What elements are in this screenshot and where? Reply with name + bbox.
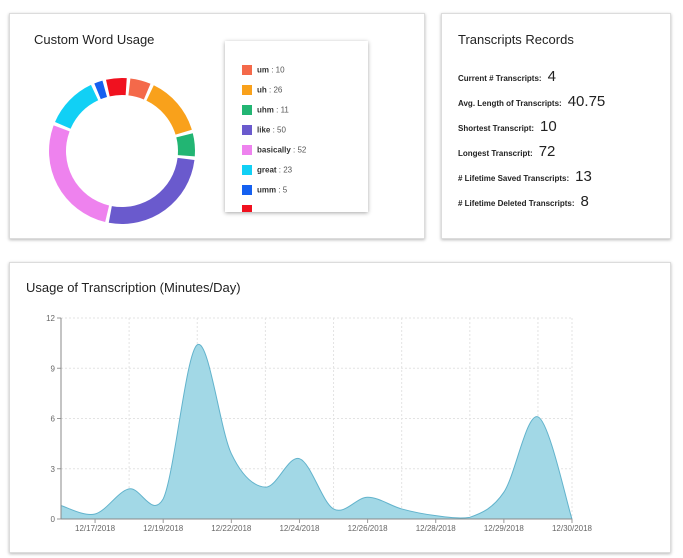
record-lifetime-saved: # Lifetime Saved Transcripts: 13 xyxy=(458,168,592,186)
legend-value: 11 xyxy=(280,105,289,115)
transcripts-records-title: Transcripts Records xyxy=(458,32,574,47)
legend-value: 10 xyxy=(275,65,285,75)
data-point[interactable] xyxy=(502,491,505,494)
x-tick-label: 12/22/2018 xyxy=(211,524,252,533)
legend-label: great xyxy=(257,165,277,175)
data-point[interactable] xyxy=(264,486,267,489)
data-point[interactable] xyxy=(162,497,165,500)
donut-legend[interactable]: um : 10 uh : 26 uhm : 11 like : 50 basically… xyxy=(225,41,368,212)
legend-value: 52 xyxy=(297,145,307,155)
data-point[interactable] xyxy=(128,487,131,490)
legend-swatch xyxy=(242,145,252,155)
x-tick-label: 12/28/2018 xyxy=(416,524,457,533)
data-point[interactable] xyxy=(332,507,335,510)
data-point[interactable] xyxy=(230,452,233,455)
legend-swatch xyxy=(242,185,252,195)
donut-slice-like[interactable] xyxy=(108,157,195,224)
donut-slice-uhm[interactable] xyxy=(176,133,196,157)
y-tick-label: 6 xyxy=(51,415,56,424)
legend-item-basically[interactable]: basically : 52 xyxy=(242,145,306,159)
y-tick-label: 3 xyxy=(51,465,56,474)
legend-label: like xyxy=(257,125,271,135)
record-lifetime-deleted: # Lifetime Deleted Transcripts: 8 xyxy=(458,193,589,211)
record-value: 8 xyxy=(580,193,589,210)
record-shortest: Shortest Transcript: 10 xyxy=(458,118,557,136)
x-tick-label: 12/29/2018 xyxy=(484,524,525,533)
record-label: # Lifetime Deleted Transcripts: xyxy=(458,199,575,208)
y-tick-label: 0 xyxy=(51,515,56,524)
legend-label: uh xyxy=(257,85,267,95)
record-value: 10 xyxy=(540,118,557,135)
usage-transcription-title: Usage of Transcription (Minutes/Day) xyxy=(26,280,241,295)
data-point[interactable] xyxy=(298,457,301,460)
legend-item-uhm[interactable]: uhm : 11 xyxy=(242,105,289,119)
data-point[interactable] xyxy=(536,415,539,418)
x-tick-label: 12/30/2018 xyxy=(552,524,593,533)
donut-slice-uh[interactable] xyxy=(146,85,192,135)
legend-swatch xyxy=(242,105,252,115)
donut-slice-umm[interactable] xyxy=(94,80,108,100)
record-value: 13 xyxy=(575,168,592,185)
data-point[interactable] xyxy=(400,507,403,510)
record-longest: Longest Transcript: 72 xyxy=(458,143,555,161)
y-tick-label: 12 xyxy=(46,314,55,323)
legend-value: 23 xyxy=(283,165,293,175)
donut-slice-unlabeled[interactable] xyxy=(105,78,127,97)
y-tick-label: 9 xyxy=(51,364,56,373)
data-point[interactable] xyxy=(94,512,97,515)
record-label: # Lifetime Saved Transcripts: xyxy=(458,174,570,183)
x-tick-label: 12/24/2018 xyxy=(279,524,320,533)
usage-transcription-card: Usage of Transcription (Minutes/Day) 0 3 6… xyxy=(9,262,671,553)
legend-label: umm xyxy=(257,185,277,195)
legend-item-uh[interactable]: uh : 26 xyxy=(242,85,282,99)
data-point[interactable] xyxy=(434,514,437,517)
legend-swatch xyxy=(242,85,252,95)
legend-item-unlabeled[interactable] xyxy=(242,205,257,212)
donut-slice-great[interactable] xyxy=(55,84,99,129)
legend-item-great[interactable]: great : 23 xyxy=(242,165,292,179)
record-label: Shortest Transcript: xyxy=(458,124,535,133)
record-value: 72 xyxy=(538,143,556,160)
area-line xyxy=(60,344,573,520)
legend-item-like[interactable]: like : 50 xyxy=(242,125,286,139)
transcripts-records-card: Transcripts Records Current # Transcript… xyxy=(441,13,671,239)
record-value: 40.75 xyxy=(567,93,606,110)
x-tick-label: 12/17/2018 xyxy=(75,524,116,533)
legend-label: basically xyxy=(257,145,291,155)
donut-chart xyxy=(48,78,196,224)
record-current-transcripts: Current # Transcripts: 4 xyxy=(458,68,556,86)
usage-area-chart: 0 3 6 9 12 12/17/2018 12/19/2018 12/22/2018 12/2… xyxy=(46,314,593,533)
legend-swatch xyxy=(242,205,252,212)
legend-item-umm[interactable]: umm : 5 xyxy=(242,185,287,199)
data-point[interactable] xyxy=(196,343,199,346)
legend-label: um xyxy=(257,65,269,75)
data-point[interactable] xyxy=(366,496,369,499)
legend-value: 5 xyxy=(282,185,288,195)
record-avg-length: Avg. Length of Transcripts: 40.75 xyxy=(458,93,605,111)
record-label: Avg. Length of Transcripts: xyxy=(458,99,562,108)
donut-slice-basically[interactable] xyxy=(48,125,110,223)
custom-word-usage-card: Custom Word Usage um : 10 uh : 26 uhm : 11… xyxy=(9,13,425,239)
legend-item-um[interactable]: um : 10 xyxy=(242,65,285,79)
legend-swatch xyxy=(242,125,252,135)
record-value: 4 xyxy=(547,68,556,85)
record-label: Current # Transcripts: xyxy=(458,74,542,83)
record-label: Longest Transcript: xyxy=(458,149,533,158)
legend-swatch xyxy=(242,165,252,175)
legend-value: 26 xyxy=(273,85,283,95)
x-tick-label: 12/19/2018 xyxy=(143,524,184,533)
x-tick-label: 12/26/2018 xyxy=(348,524,389,533)
custom-word-usage-title: Custom Word Usage xyxy=(34,32,155,47)
donut-slice-um[interactable] xyxy=(128,78,151,100)
legend-value: 50 xyxy=(277,125,286,135)
legend-label: uhm xyxy=(257,105,274,115)
area-fill xyxy=(61,344,572,519)
legend-swatch xyxy=(242,65,252,75)
data-point[interactable] xyxy=(468,516,471,519)
